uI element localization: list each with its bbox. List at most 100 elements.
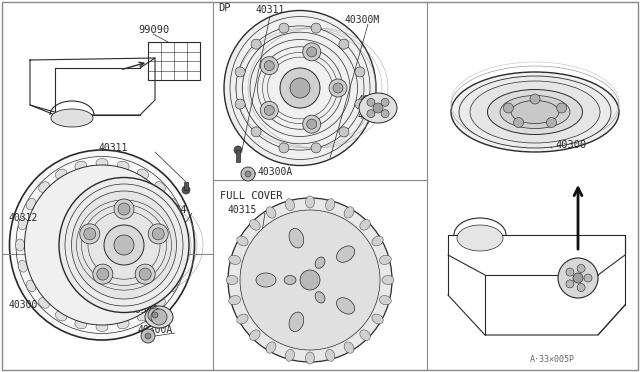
Ellipse shape bbox=[224, 10, 376, 166]
Circle shape bbox=[84, 228, 96, 240]
Text: 40312: 40312 bbox=[8, 213, 37, 223]
Text: 40224: 40224 bbox=[158, 205, 188, 215]
Ellipse shape bbox=[168, 198, 178, 210]
Circle shape bbox=[148, 308, 162, 322]
Ellipse shape bbox=[256, 273, 276, 287]
Text: 99090: 99090 bbox=[138, 25, 169, 35]
Text: 40315: 40315 bbox=[228, 205, 257, 215]
Ellipse shape bbox=[315, 257, 325, 268]
Circle shape bbox=[577, 283, 585, 292]
Circle shape bbox=[151, 309, 167, 325]
Ellipse shape bbox=[344, 342, 354, 353]
Circle shape bbox=[307, 47, 317, 57]
Circle shape bbox=[234, 146, 242, 154]
Circle shape bbox=[339, 127, 349, 137]
Circle shape bbox=[504, 103, 513, 113]
Ellipse shape bbox=[15, 239, 24, 251]
Ellipse shape bbox=[38, 298, 49, 308]
Ellipse shape bbox=[24, 165, 179, 325]
Ellipse shape bbox=[10, 150, 195, 340]
Circle shape bbox=[240, 210, 380, 350]
Circle shape bbox=[573, 273, 583, 283]
Ellipse shape bbox=[138, 169, 148, 179]
Circle shape bbox=[355, 67, 365, 77]
Ellipse shape bbox=[72, 191, 177, 299]
Text: 40315: 40315 bbox=[358, 111, 387, 121]
Ellipse shape bbox=[459, 76, 611, 148]
Ellipse shape bbox=[177, 218, 186, 230]
Ellipse shape bbox=[145, 306, 173, 328]
Ellipse shape bbox=[305, 352, 314, 364]
Circle shape bbox=[80, 224, 100, 244]
Ellipse shape bbox=[96, 158, 108, 167]
Circle shape bbox=[251, 39, 261, 49]
Circle shape bbox=[290, 78, 310, 98]
Text: FULL COVER: FULL COVER bbox=[220, 191, 282, 201]
Circle shape bbox=[145, 333, 151, 339]
Ellipse shape bbox=[289, 228, 304, 248]
Ellipse shape bbox=[380, 255, 391, 264]
Text: 40300M: 40300M bbox=[345, 15, 380, 25]
Circle shape bbox=[367, 110, 375, 118]
Circle shape bbox=[513, 118, 524, 128]
Circle shape bbox=[235, 99, 245, 109]
Circle shape bbox=[367, 98, 375, 106]
Ellipse shape bbox=[337, 246, 355, 262]
Text: 40300: 40300 bbox=[8, 300, 37, 310]
Ellipse shape bbox=[228, 296, 241, 305]
Ellipse shape bbox=[326, 199, 335, 211]
Circle shape bbox=[558, 258, 598, 298]
Circle shape bbox=[228, 198, 392, 362]
Ellipse shape bbox=[177, 260, 186, 272]
Ellipse shape bbox=[168, 280, 178, 292]
Ellipse shape bbox=[360, 330, 371, 340]
Text: 40343: 40343 bbox=[130, 305, 159, 315]
Circle shape bbox=[339, 39, 349, 49]
Circle shape bbox=[279, 143, 289, 153]
Ellipse shape bbox=[305, 196, 314, 208]
Circle shape bbox=[307, 119, 317, 129]
Ellipse shape bbox=[18, 260, 28, 272]
Text: 40224: 40224 bbox=[358, 95, 387, 105]
Ellipse shape bbox=[372, 236, 383, 246]
Ellipse shape bbox=[382, 276, 394, 285]
Ellipse shape bbox=[59, 177, 189, 312]
Circle shape bbox=[182, 186, 190, 194]
Ellipse shape bbox=[488, 90, 582, 135]
Circle shape bbox=[114, 199, 134, 219]
Circle shape bbox=[141, 329, 155, 343]
Circle shape bbox=[584, 274, 592, 282]
Circle shape bbox=[303, 43, 321, 61]
Circle shape bbox=[97, 268, 109, 280]
Ellipse shape bbox=[155, 298, 165, 308]
Ellipse shape bbox=[337, 298, 355, 314]
Ellipse shape bbox=[179, 239, 189, 251]
Ellipse shape bbox=[380, 296, 391, 305]
Ellipse shape bbox=[226, 276, 238, 285]
Circle shape bbox=[566, 280, 574, 288]
Ellipse shape bbox=[326, 349, 335, 361]
Ellipse shape bbox=[117, 161, 129, 170]
Circle shape bbox=[333, 83, 343, 93]
Ellipse shape bbox=[237, 314, 248, 324]
Ellipse shape bbox=[26, 198, 36, 210]
Circle shape bbox=[260, 101, 278, 119]
Ellipse shape bbox=[18, 218, 28, 230]
Circle shape bbox=[260, 57, 278, 75]
Ellipse shape bbox=[285, 199, 294, 211]
Ellipse shape bbox=[284, 276, 296, 285]
Circle shape bbox=[152, 312, 158, 318]
Ellipse shape bbox=[359, 93, 397, 123]
Bar bbox=[184, 182, 188, 190]
Circle shape bbox=[381, 110, 389, 118]
Bar bbox=[236, 150, 240, 162]
Ellipse shape bbox=[138, 311, 148, 321]
Ellipse shape bbox=[155, 182, 165, 192]
Circle shape bbox=[118, 203, 130, 215]
Ellipse shape bbox=[228, 255, 241, 264]
Circle shape bbox=[241, 167, 255, 181]
Ellipse shape bbox=[75, 320, 86, 329]
Text: 40300A: 40300A bbox=[258, 167, 293, 177]
Ellipse shape bbox=[237, 236, 248, 246]
Circle shape bbox=[311, 23, 321, 33]
